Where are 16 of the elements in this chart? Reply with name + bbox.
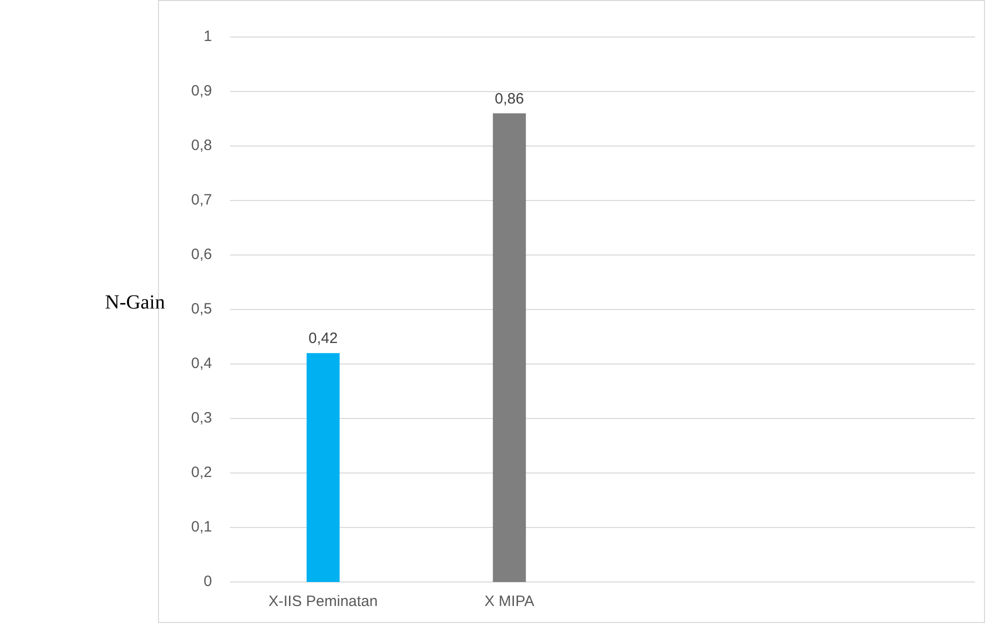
y-tick-label: 0,2: [191, 464, 212, 481]
y-tick-label: 0,7: [191, 191, 212, 208]
y-tick-label: 0,5: [191, 300, 212, 318]
data-label: 0,86: [494, 90, 524, 108]
x-tick-label: X-IIS Peminatan: [268, 592, 378, 610]
y-tick-label: 0,4: [191, 354, 212, 372]
x-tick-label: X MIPA: [484, 592, 534, 610]
y-tick-label: 1: [204, 28, 212, 45]
data-label: 0,42: [308, 330, 338, 348]
y-tick-label: 0,9: [191, 82, 212, 100]
y-axis-title: N-Gain: [105, 292, 165, 314]
y-tick-label: 0,8: [191, 136, 212, 154]
y-tick-label: 0,6: [191, 246, 212, 263]
y-tick-label: 0: [204, 572, 212, 590]
y-tick-label: 0,1: [191, 518, 212, 536]
y-tick-label: 0,3: [191, 409, 212, 426]
